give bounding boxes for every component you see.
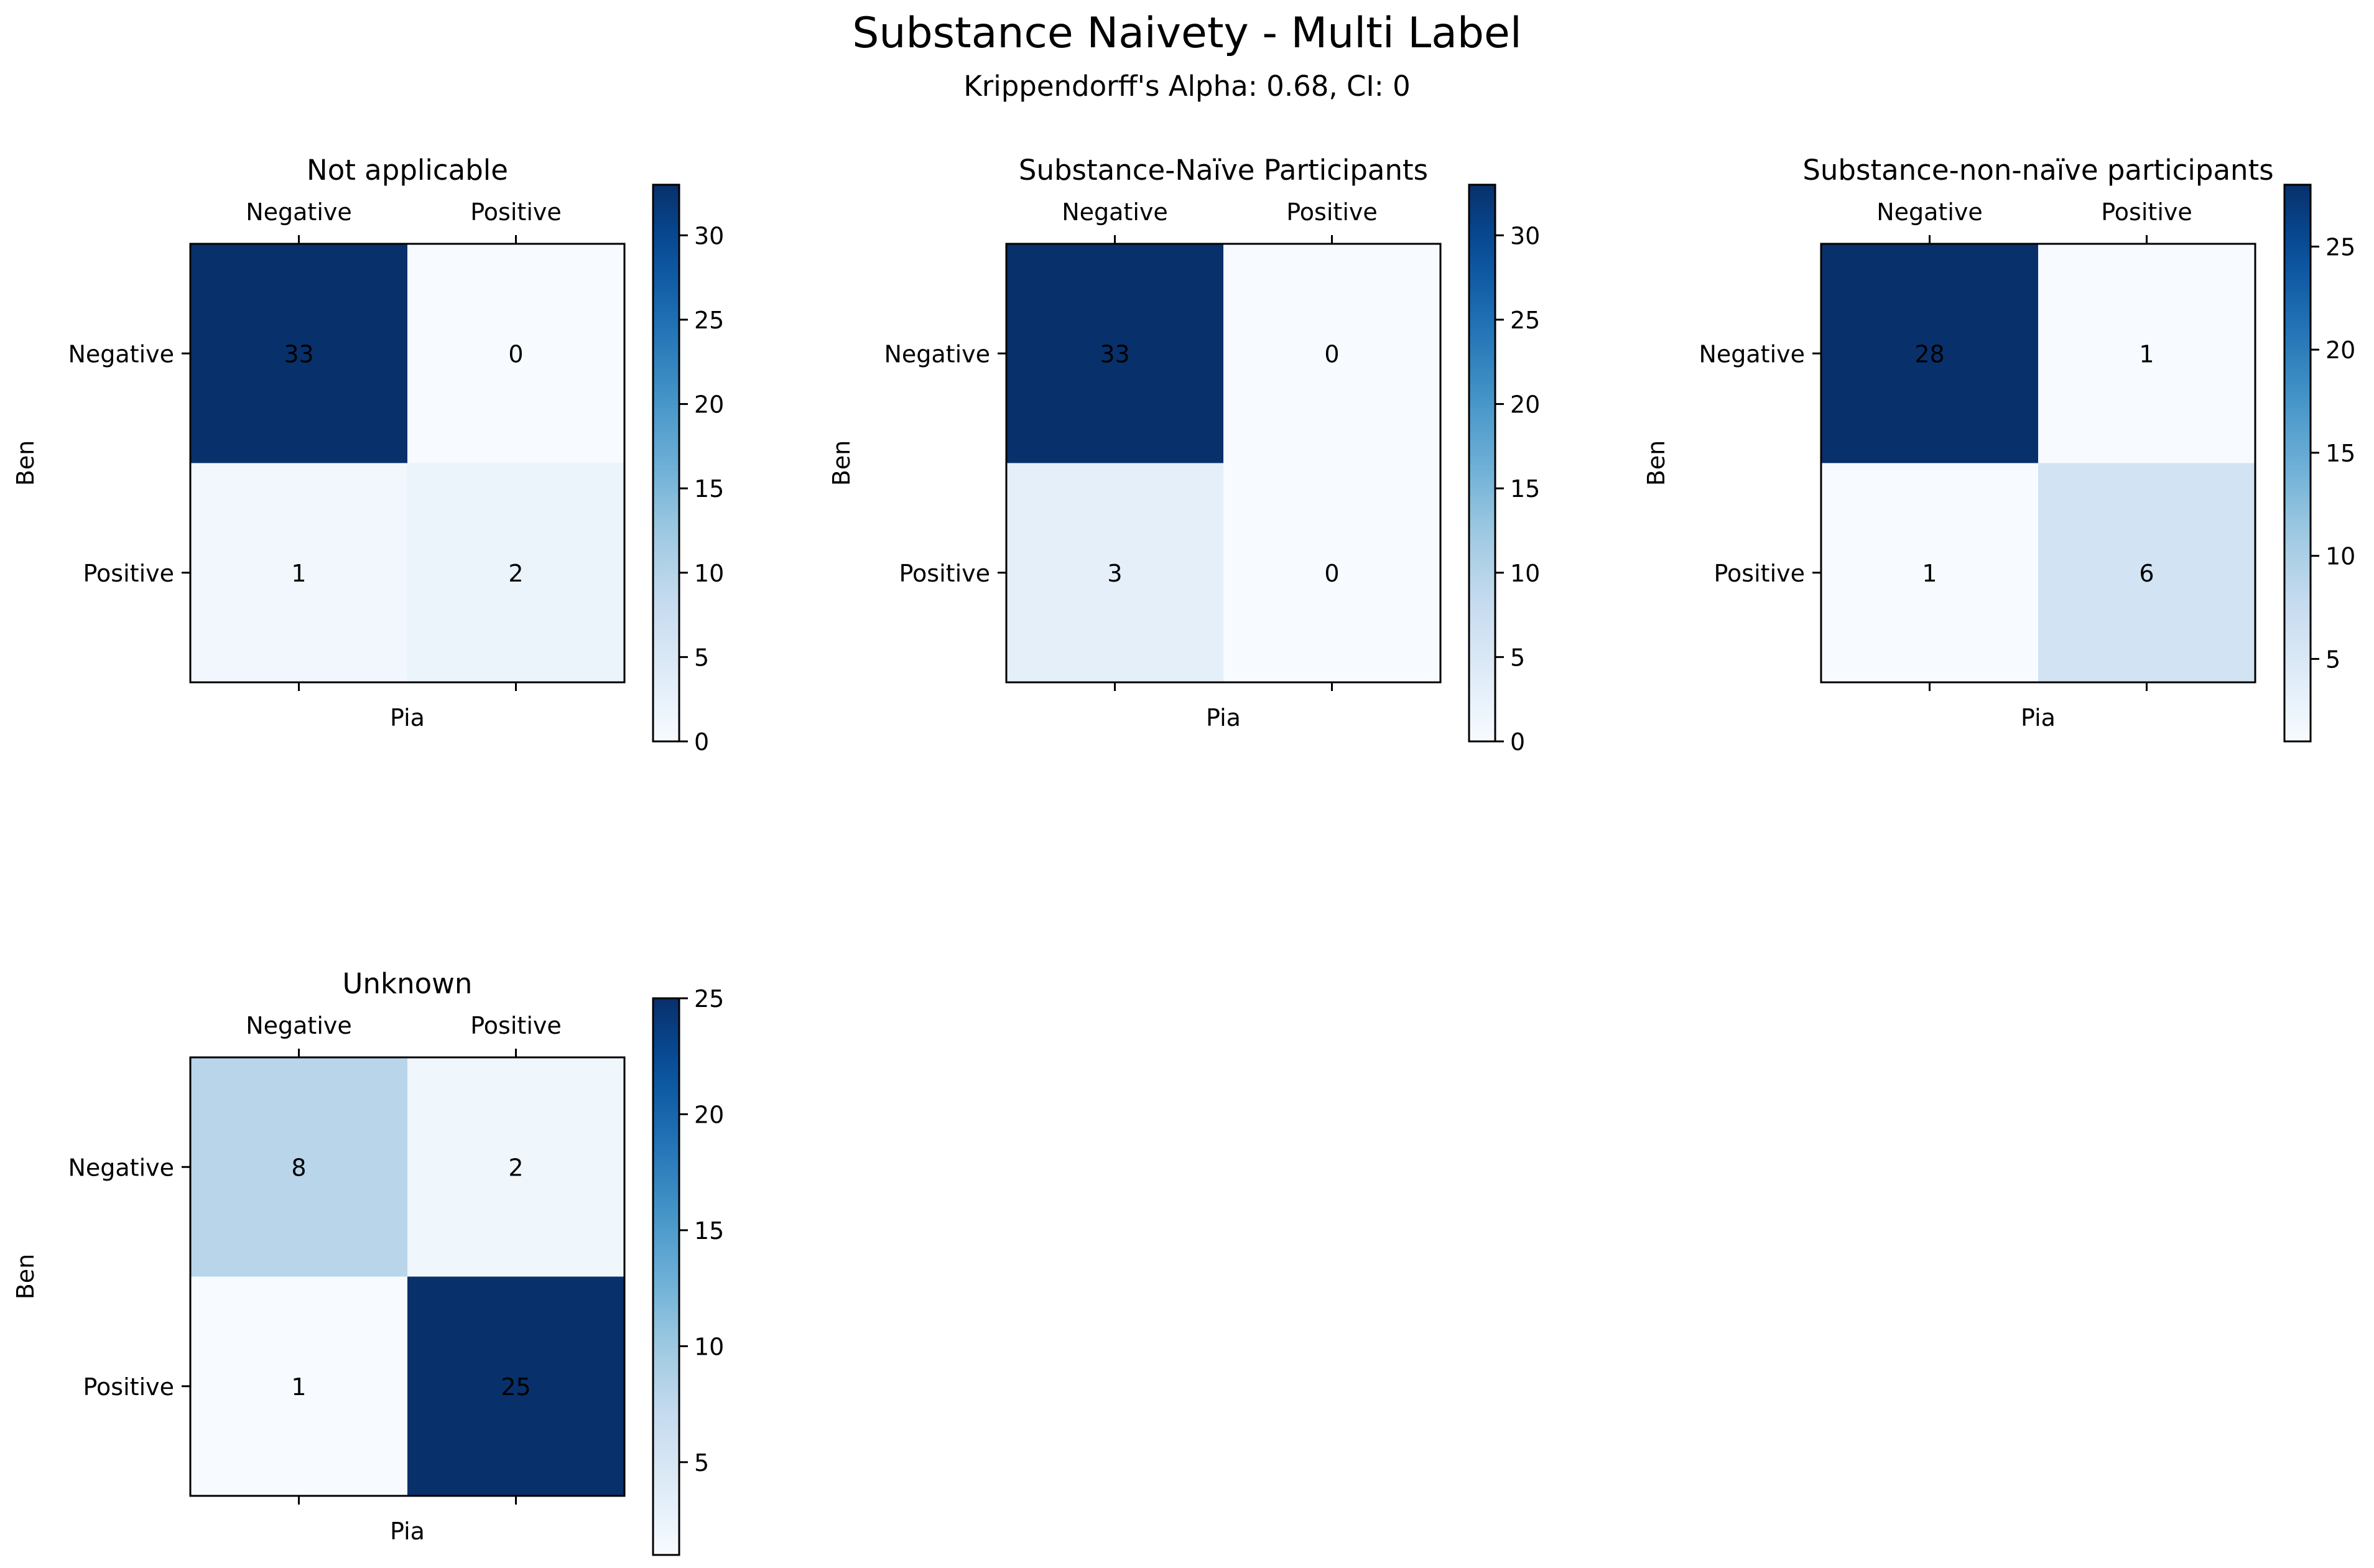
x-tick-label: Negative	[246, 1012, 352, 1039]
y-axis-label: Ben	[12, 440, 39, 486]
x-axis-label: Pia	[390, 1518, 425, 1545]
colorbar-tick-label: 0	[1510, 728, 1525, 756]
cell-value-label: 28	[1914, 340, 1944, 368]
y-axis-label: Ben	[12, 1254, 39, 1300]
y-tick-label: Negative	[68, 340, 174, 368]
x-axis-label: Pia	[2021, 704, 2056, 731]
colorbar-tick-label: 20	[1510, 391, 1540, 419]
matrix-cell	[190, 244, 407, 463]
y-tick-label: Negative	[884, 340, 990, 368]
colorbar-tick-label: 25	[694, 307, 724, 334]
matrix-panel-1: Not applicable 33 0 1 2 Negative Positive Negat…	[12, 154, 724, 756]
colorbar-tick-label: 15	[1510, 475, 1540, 503]
cell-value-label: 2	[508, 560, 523, 587]
figure-subtitle: Krippendorff's Alpha: 0.68, CI: 0	[963, 70, 1411, 103]
cell-value-label: 1	[1922, 560, 1937, 587]
matrix-cell	[2038, 463, 2255, 682]
cell-value-label: 0	[508, 340, 523, 368]
y-tick-label: Positive	[83, 1373, 175, 1401]
matrix-frame	[189, 243, 626, 684]
figure-title: Substance Naivety - Multi Label	[852, 9, 1522, 58]
colorbar	[1468, 183, 1496, 743]
x-tick-label: Positive	[2101, 198, 2192, 226]
colorbar-tick-label: 30	[1510, 222, 1540, 249]
colorbar	[652, 997, 680, 1556]
colorbar-tick-label: 5	[694, 1449, 709, 1477]
colorbar-tick-label: 20	[694, 1101, 724, 1128]
x-tick-label: Positive	[1286, 198, 1378, 226]
colorbar	[652, 183, 680, 743]
x-axis-label: Pia	[1206, 704, 1241, 731]
matrix-cell	[407, 463, 624, 682]
cell-value-label: 0	[1324, 560, 1339, 587]
colorbar-tick-label: 15	[2325, 440, 2355, 467]
matrix-cell	[1006, 244, 1223, 463]
cell-value-label: 33	[284, 340, 313, 368]
x-axis-label: Pia	[390, 704, 425, 731]
colorbar-tick-label: 15	[694, 475, 724, 503]
y-tick-label: Positive	[1714, 560, 1806, 587]
panel-title: Unknown	[343, 967, 473, 1000]
matrix-frame	[1820, 243, 2256, 684]
cell-value-label: 0	[1324, 340, 1339, 368]
colorbar-tick-label: 10	[694, 1333, 724, 1360]
y-tick-label: Negative	[1699, 340, 1805, 368]
x-tick-label: Negative	[246, 198, 352, 226]
cell-value-label: 2	[508, 1154, 523, 1181]
y-tick-label: Positive	[83, 560, 175, 587]
panel-title: Substance-Naïve Participants	[1019, 154, 1428, 187]
y-tick-label: Negative	[68, 1154, 174, 1181]
colorbar-tick-label: 5	[694, 644, 709, 671]
colorbar-tick-label: 25	[1510, 307, 1540, 334]
colorbar-tick-label: 30	[694, 222, 724, 249]
colorbar-tick-label: 5	[1510, 644, 1525, 671]
matrix-cell	[1821, 463, 2038, 682]
matrix-cell	[407, 1276, 624, 1496]
matrix-cell	[190, 1276, 407, 1496]
matrix-cell	[190, 1057, 407, 1277]
matrix-frame	[189, 1056, 626, 1497]
matrix-cell	[2038, 244, 2255, 463]
colorbar-tick-label: 25	[694, 985, 724, 1013]
matrix-frame	[1005, 243, 1442, 684]
colorbar-tick-label: 25	[2325, 233, 2355, 261]
colorbar-tick-label: 0	[694, 728, 709, 756]
x-tick-label: Negative	[1062, 198, 1168, 226]
matrix-cell	[407, 1057, 624, 1277]
panel-title: Substance-non-naïve participants	[1802, 154, 2273, 187]
cell-value-label: 3	[1107, 560, 1122, 587]
matrix-cell	[1006, 463, 1223, 682]
cell-value-label: 6	[2139, 560, 2154, 587]
y-axis-label: Ben	[828, 440, 855, 486]
x-tick-label: Positive	[470, 198, 562, 226]
matrix-cell	[407, 244, 624, 463]
colorbar-tick-label: 15	[694, 1217, 724, 1245]
colorbar-tick-label: 10	[1510, 560, 1540, 587]
cell-value-label: 33	[1100, 340, 1129, 368]
matrix-cell	[1223, 463, 1440, 682]
colorbar	[2283, 183, 2312, 743]
colorbar-tick-label: 20	[2325, 336, 2355, 364]
cell-value-label: 1	[291, 1373, 306, 1401]
x-tick-label: Negative	[1876, 198, 1983, 226]
matrix-panel-3: Substance-non-naïve participants 28 1 1 6 Neg…	[1643, 154, 2355, 743]
matrix-cell	[190, 463, 407, 682]
matrix-cell	[1821, 244, 2038, 463]
colorbar-tick-label: 20	[694, 391, 724, 419]
cell-value-label: 25	[501, 1373, 531, 1401]
y-axis-label: Ben	[1643, 440, 1670, 486]
matrix-panel-4: Unknown 8 2 1 25 Negative Positive Negative Posi…	[12, 967, 724, 1556]
cell-value-label: 1	[291, 560, 306, 587]
matrix-cell	[1223, 244, 1440, 463]
colorbar-tick-label: 10	[694, 560, 724, 587]
colorbar-tick-label: 5	[2325, 646, 2340, 673]
y-tick-label: Positive	[899, 560, 991, 587]
cell-value-label: 8	[291, 1154, 306, 1181]
x-tick-label: Positive	[470, 1012, 562, 1039]
panel-title: Not applicable	[307, 154, 508, 187]
colorbar-tick-label: 10	[2325, 543, 2355, 570]
cell-value-label: 1	[2139, 340, 2154, 368]
